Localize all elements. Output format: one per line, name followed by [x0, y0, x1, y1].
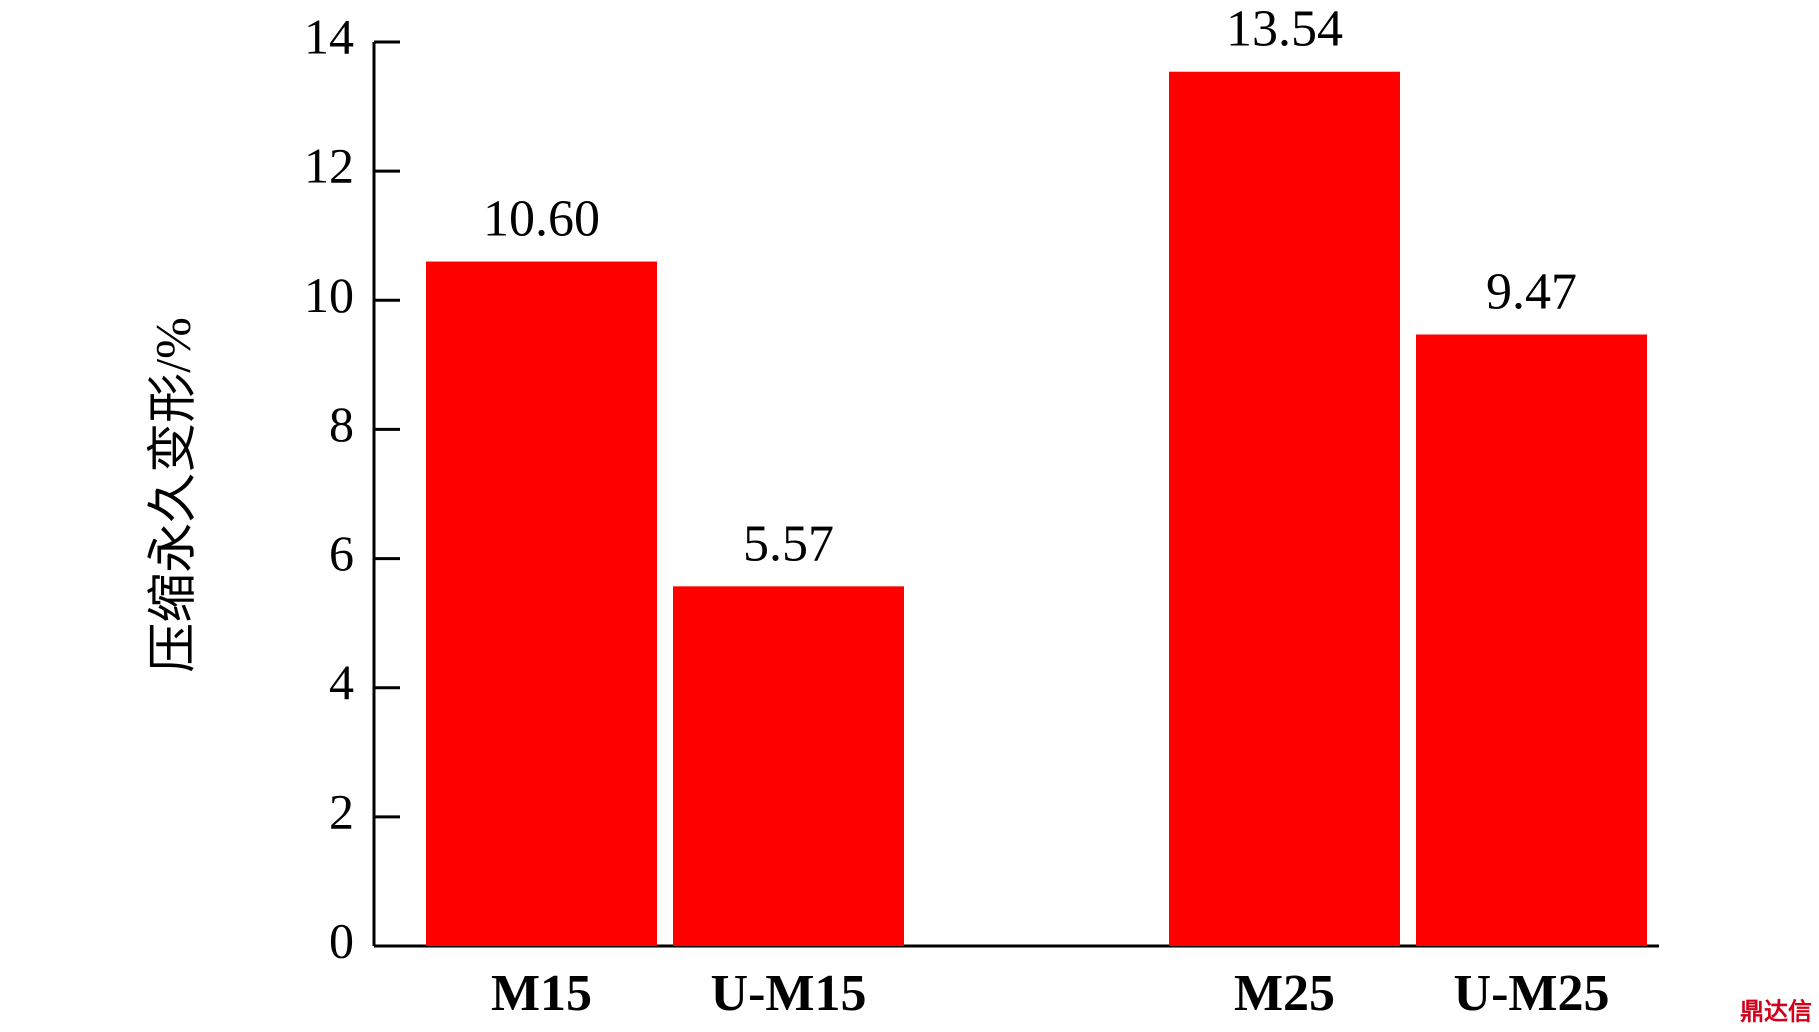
x-tick-label: U-M15	[711, 965, 867, 1022]
bar	[1416, 334, 1647, 947]
y-tick-label: 4	[329, 654, 354, 710]
x-tick-label: U-M25	[1454, 965, 1610, 1022]
y-tick-label: 12	[304, 138, 354, 194]
value-label: 10.60	[483, 190, 600, 247]
bar	[1169, 71, 1400, 946]
value-label: 9.47	[1486, 263, 1577, 320]
y-tick-label: 10	[304, 267, 354, 323]
y-tick-label: 14	[304, 8, 354, 64]
x-tick-label: M25	[1234, 965, 1335, 1022]
y-tick-label: 8	[329, 396, 354, 452]
x-tick-label: M15	[491, 965, 592, 1022]
value-label: 13.54	[1226, 1, 1343, 58]
y-tick-label: 6	[329, 525, 354, 581]
bar	[426, 261, 657, 946]
y-axis-label: 压缩永久变形/%	[144, 317, 200, 673]
y-tick-label: 2	[329, 783, 354, 839]
value-label: 5.57	[743, 515, 834, 572]
watermark: 鼎达信	[1740, 998, 1812, 1026]
bar	[673, 586, 904, 946]
y-tick-label: 0	[329, 912, 354, 968]
